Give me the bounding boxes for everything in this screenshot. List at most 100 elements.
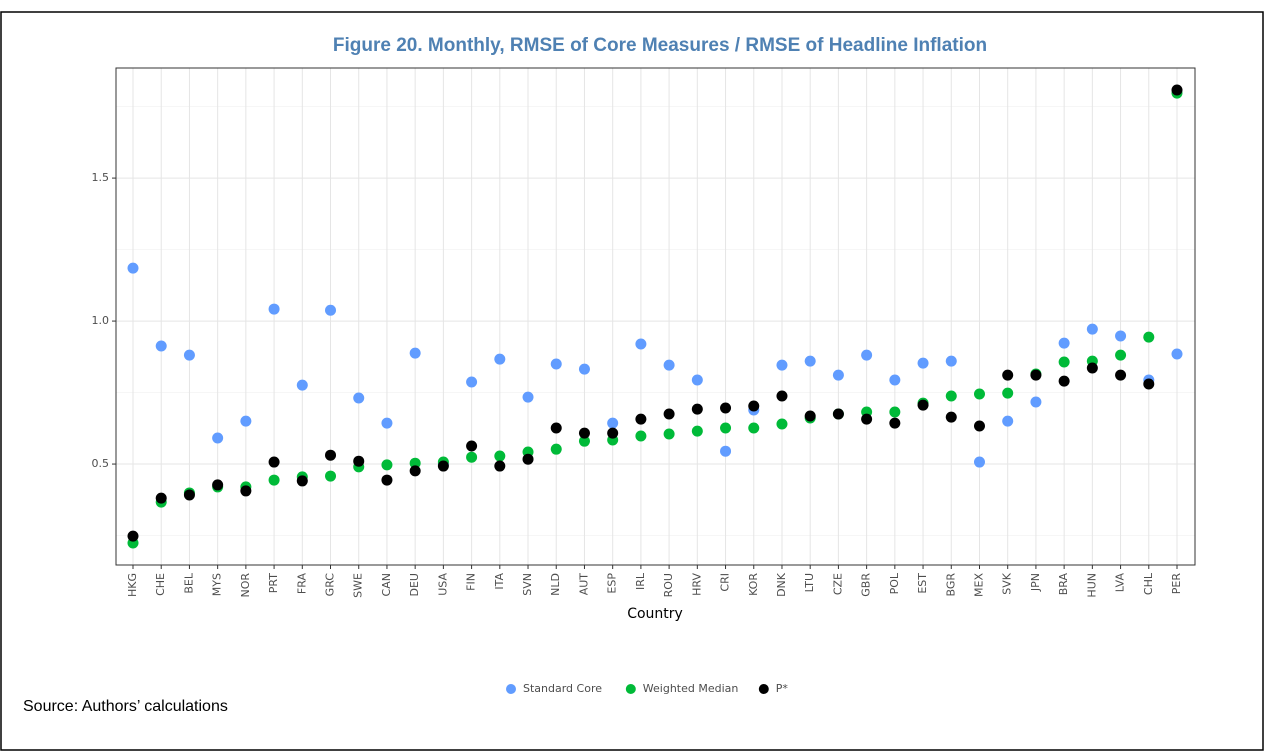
point bbox=[494, 460, 506, 472]
point bbox=[635, 430, 647, 442]
x-tick-label: LVA bbox=[1114, 573, 1127, 593]
point bbox=[917, 357, 929, 369]
point bbox=[1002, 387, 1014, 399]
point bbox=[917, 399, 929, 411]
x-tick-label: BRA bbox=[1057, 573, 1070, 596]
point bbox=[1115, 369, 1127, 381]
point bbox=[127, 262, 139, 274]
x-tick-label: SVN bbox=[521, 573, 534, 596]
point bbox=[409, 465, 421, 477]
legend-label: P* bbox=[776, 682, 789, 695]
x-tick-label: GRC bbox=[324, 573, 337, 597]
frame bbox=[0, 11, 1264, 751]
point bbox=[861, 413, 873, 425]
x-tick-label: ESP bbox=[606, 573, 619, 594]
point bbox=[861, 349, 873, 361]
point bbox=[1143, 331, 1155, 343]
point bbox=[889, 406, 901, 418]
x-tick-label: IRL bbox=[634, 572, 647, 590]
source-note: Source: Authors’ calculations bbox=[23, 698, 228, 715]
point bbox=[578, 427, 590, 439]
point bbox=[1002, 369, 1014, 381]
x-tick-label: LTU bbox=[803, 573, 816, 592]
y-tick-label: 1.5 bbox=[92, 171, 110, 184]
point bbox=[466, 451, 478, 463]
x-tick-label: POL bbox=[888, 572, 901, 594]
x-tick-label: CHE bbox=[154, 573, 167, 596]
point bbox=[381, 474, 393, 486]
x-tick-label: MYS bbox=[211, 573, 224, 596]
point bbox=[607, 417, 619, 429]
point bbox=[720, 445, 732, 457]
point bbox=[268, 303, 280, 315]
point bbox=[325, 304, 337, 316]
point bbox=[804, 355, 816, 367]
x-tick-label: KOR bbox=[747, 573, 760, 596]
point bbox=[325, 470, 337, 482]
point bbox=[663, 408, 675, 420]
point bbox=[1115, 330, 1127, 342]
x-tick-label: CZE bbox=[831, 573, 844, 595]
point bbox=[1002, 415, 1014, 427]
point bbox=[183, 349, 195, 361]
point bbox=[691, 374, 703, 386]
point bbox=[155, 492, 167, 504]
x-tick-label: MEX bbox=[972, 573, 985, 597]
y-tick-label: 0.5 bbox=[92, 457, 110, 470]
point bbox=[240, 415, 252, 427]
point bbox=[1171, 348, 1183, 360]
x-tick-label: FIN bbox=[465, 573, 478, 591]
point bbox=[494, 353, 506, 365]
point bbox=[663, 359, 675, 371]
x-axis-label: Country bbox=[627, 606, 683, 622]
point bbox=[945, 390, 957, 402]
point bbox=[1115, 349, 1127, 361]
point bbox=[832, 408, 844, 420]
legend-label: Weighted Median bbox=[643, 682, 739, 695]
point bbox=[1086, 362, 1098, 374]
point bbox=[889, 374, 901, 386]
point bbox=[663, 428, 675, 440]
point bbox=[325, 449, 337, 461]
x-tick-label: HRV bbox=[690, 573, 703, 596]
point bbox=[1086, 323, 1098, 335]
point bbox=[1171, 84, 1183, 96]
x-tick-label: CAN bbox=[380, 573, 393, 596]
x-tick-label: PRT bbox=[267, 573, 280, 593]
point bbox=[494, 450, 506, 462]
point bbox=[155, 340, 167, 352]
point bbox=[578, 435, 590, 447]
point bbox=[973, 420, 985, 432]
x-tick-label: NOR bbox=[239, 573, 252, 598]
legend-marker bbox=[625, 684, 636, 694]
x-tick-label: HUN bbox=[1085, 573, 1098, 598]
point bbox=[804, 410, 816, 422]
point bbox=[973, 388, 985, 400]
point bbox=[1058, 375, 1070, 387]
x-tick-label: CHL bbox=[1142, 572, 1155, 595]
x-tick-label: DEU bbox=[408, 573, 421, 596]
point bbox=[127, 530, 139, 542]
point bbox=[748, 422, 760, 434]
point bbox=[183, 489, 195, 501]
point bbox=[1058, 337, 1070, 349]
chart-title: Figure 20. Monthly, RMSE of Core Measure… bbox=[333, 35, 987, 56]
point bbox=[466, 440, 478, 452]
point bbox=[550, 358, 562, 370]
legend-marker bbox=[758, 684, 769, 694]
point bbox=[776, 359, 788, 371]
x-tick-label: ROU bbox=[662, 573, 675, 597]
y-tick-label: 1.0 bbox=[92, 314, 110, 327]
point bbox=[748, 400, 760, 412]
point bbox=[945, 411, 957, 423]
x-tick-label: NLD bbox=[549, 573, 562, 596]
point bbox=[1030, 396, 1042, 408]
point bbox=[578, 363, 590, 375]
point bbox=[973, 456, 985, 468]
x-tick-label: BGR bbox=[944, 573, 957, 597]
point bbox=[691, 403, 703, 415]
point bbox=[945, 355, 957, 367]
point bbox=[353, 392, 365, 404]
point bbox=[240, 485, 252, 497]
